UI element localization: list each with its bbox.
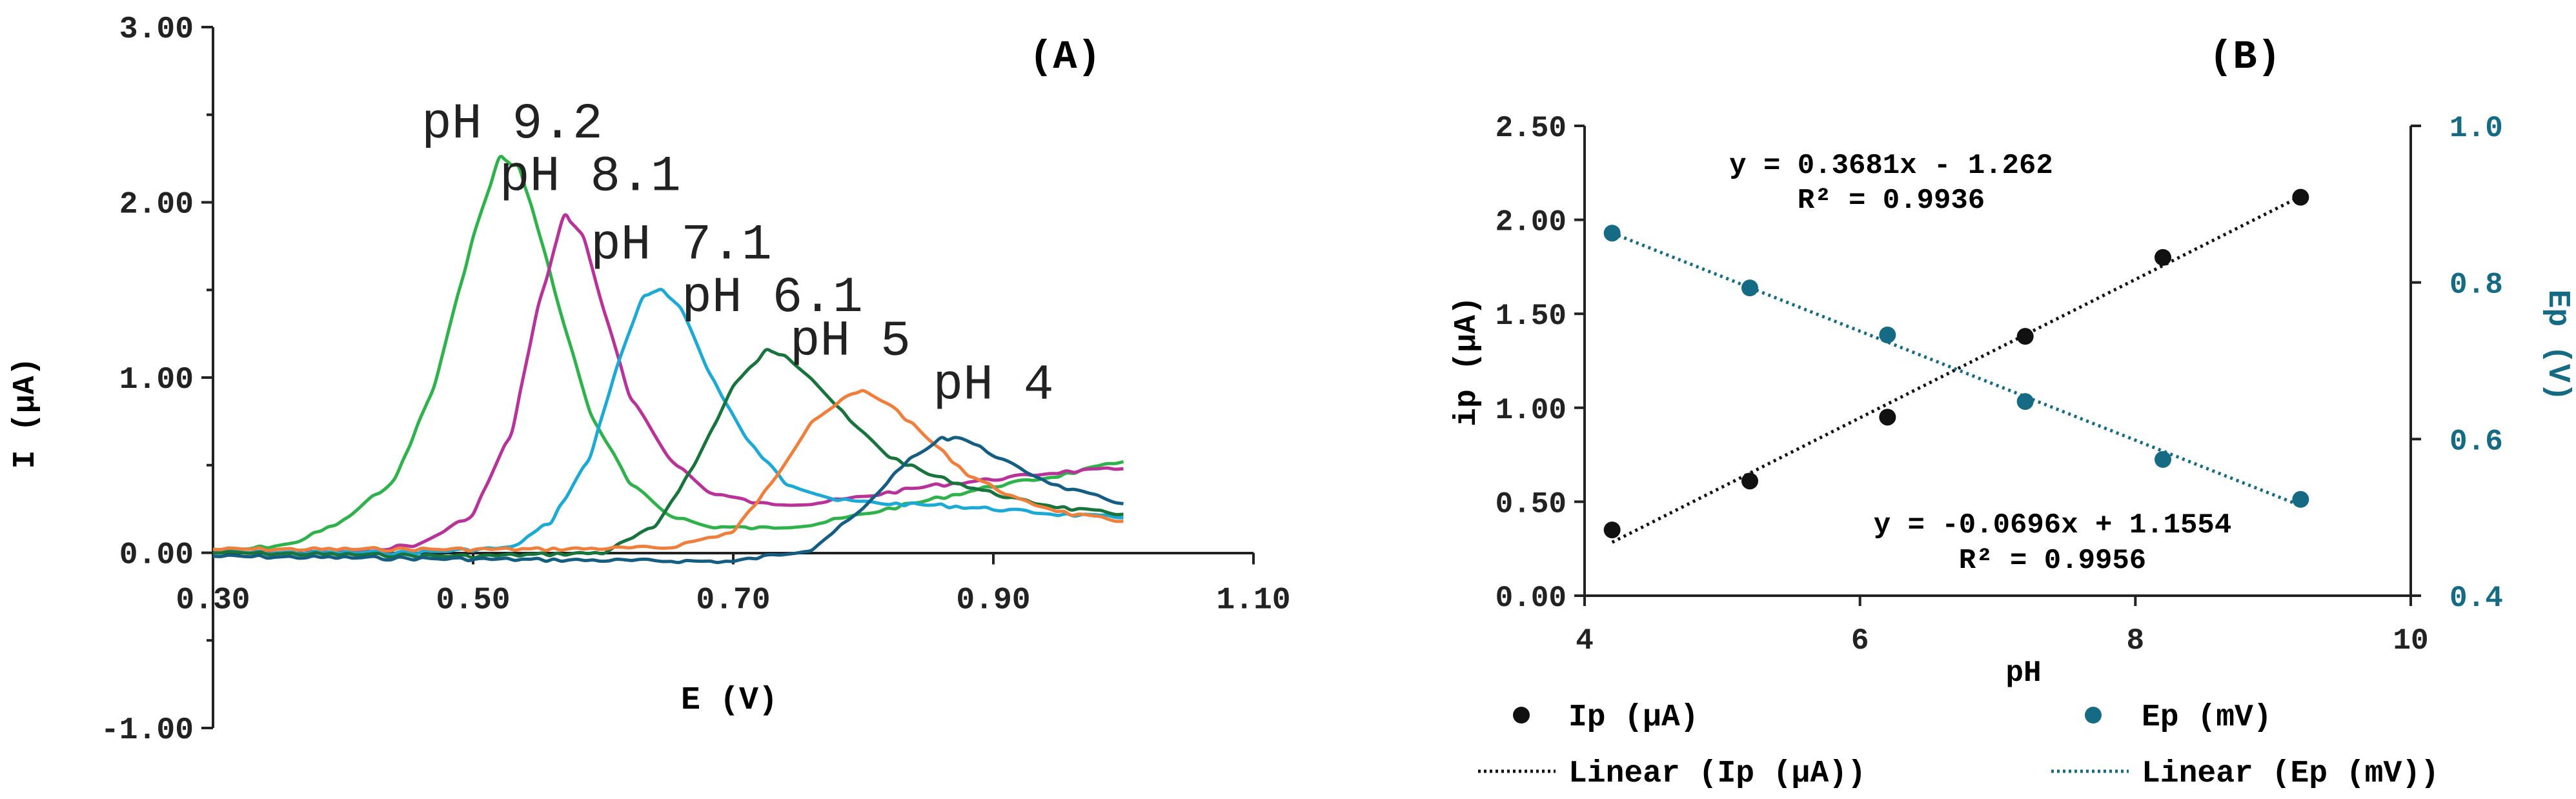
panel-b-equation-ip: y = 0.3681x - 1.262 R² = 0.9936: [1729, 150, 2053, 217]
panel-a-y-tick-label: 3.00: [119, 12, 194, 47]
panel-b-left-y-tick-label: 0.50: [1496, 487, 1567, 521]
panel-b-left-y-tick-label: 2.50: [1496, 112, 1567, 145]
equation-ep-line2: R² = 0.9956: [1959, 545, 2146, 577]
panel-b-x-tick-label: 8: [2127, 624, 2145, 658]
legend-ip-marker: [1513, 707, 1530, 723]
panel-b-x-axis-title: pH: [2005, 656, 2041, 690]
panel-b-x-tick-label: 4: [1576, 624, 1594, 658]
series-line-ph-4: [212, 436, 1124, 565]
panel-b-right-y-tick-label: 0.6: [2449, 425, 2503, 458]
ep-point: [2155, 450, 2171, 468]
legend-item-linear-ep: Linear (Ep (mV)): [2051, 756, 2439, 791]
equation-ip-line2: R² = 0.9936: [1798, 185, 1985, 217]
ep-point: [1741, 279, 1758, 297]
panel-a-x-ticks: 0.30 0.50 0.70 0.90 1.10: [176, 552, 1291, 618]
legend-linear-ep-label: Linear (Ep (mV)): [2142, 756, 2439, 791]
panel-b-trendlines: [1611, 195, 2302, 544]
panel-a-label: (A): [1029, 34, 1101, 80]
legend-linear-ip-label: Linear (Ip (µA)): [1568, 756, 1866, 791]
legend-item-ip: Ip (µA): [1513, 700, 1699, 735]
panel-a-y-tick-label: -1.00: [101, 713, 194, 748]
legend-ip-label: Ip (µA): [1568, 700, 1699, 735]
panel-b-points: [1603, 188, 2309, 539]
annotation-ph-5: pH 5: [790, 314, 911, 370]
legend-ep-marker: [2085, 707, 2102, 723]
panel-b-chart: (B) 4 6 8 10 0.000.501.001.502.002.50 0.40.…: [1450, 34, 2575, 791]
panel-b-right-y-tick-label: 1.0: [2449, 112, 2503, 145]
legend-item-ep: Ep (mV): [2085, 700, 2272, 735]
equation-ep-line1: y = -0.0696x + 1.1554: [1874, 509, 2232, 541]
series-line-ph-5: [212, 389, 1124, 553]
panel-a-y-tick-label: 0.00: [119, 538, 194, 573]
ip-point: [1879, 409, 1896, 426]
panel-b-legend: Ip (µA) Ep (mV) Linear (Ip (µA)) Linear …: [1478, 700, 2439, 791]
panel-a-y-ticks: -1.00 0.00 1.00 2.00 3.00: [101, 12, 213, 748]
panel-a-annotations: pH 9.2pH 8.1 pH 7.1pH 6.1pH 5 pH 4: [421, 96, 1054, 414]
panel-a-y-axis-title: I (µA): [8, 358, 43, 469]
panel-b-left-y-tick-label: 1.50: [1496, 299, 1567, 333]
ep-point: [1603, 225, 1621, 242]
ip-point: [2016, 328, 2034, 345]
annotation-ph-6-1: pH 6.1: [682, 270, 863, 327]
annotation-ph-7-1: pH 7.1: [591, 217, 772, 274]
series-line-ph-6-1: [212, 348, 1124, 560]
series-line-ph-9-2: [212, 154, 1124, 554]
panel-a-series: [212, 154, 1124, 565]
panel-b-left-y-tick-label: 2.00: [1496, 206, 1567, 239]
ip-point: [2292, 188, 2309, 206]
panel-b-x-tick-label: 6: [1851, 624, 1869, 658]
panel-b-right-y-tick-label: 0.4: [2449, 582, 2503, 615]
panel-a-x-tick-label: 0.70: [696, 583, 770, 618]
panel-b-right-y-tick-label: 0.8: [2449, 268, 2503, 302]
ip-point: [1603, 521, 1621, 539]
panel-a-chart: (A) 0.30 0.50 0.70 0.90 1.10 -1.00 0.00 1.00 2.…: [8, 12, 1291, 748]
annotation-ph-8-1: pH 8.1: [500, 148, 681, 205]
panel-b-right-y-ticks: 0.4 0.6 0.8 1.0: [2411, 112, 2503, 615]
panel-a-x-tick-label: 0.30: [176, 583, 250, 618]
panel-b-left-y-ticks: 0.00 0.50 1.00 1.50 2.00 2.50: [1496, 112, 1585, 615]
ep-point: [2016, 393, 2034, 410]
panel-b-equation-ep: y = -0.0696x + 1.1554 R² = 0.9956: [1874, 509, 2232, 577]
legend-ep-label: Ep (mV): [2142, 700, 2272, 735]
panel-a-y-tick-label: 1.00: [119, 363, 194, 398]
panel-a-x-tick-label: 0.90: [956, 583, 1030, 618]
panel-a-x-axis-title: E (V): [681, 682, 778, 719]
annotation-ph-9-2: pH 9.2: [421, 96, 603, 153]
annotation-ph-4: pH 4: [933, 358, 1053, 414]
trendline-ep: [1611, 231, 2302, 507]
ip-point: [2155, 248, 2171, 266]
panel-a-x-tick-label: 1.10: [1216, 583, 1290, 618]
panel-b-right-y-axis-title: Ep (V): [2540, 290, 2575, 401]
panel-b-left-y-axis-title: ip (µA): [1450, 296, 1485, 427]
panel-a-x-tick-label: 0.50: [436, 583, 510, 618]
ep-point: [1879, 326, 1896, 343]
panel-b-label: (B): [2209, 34, 2281, 80]
ip-point: [1741, 472, 1758, 490]
equation-ip-line1: y = 0.3681x - 1.262: [1729, 150, 2053, 182]
panel-b-left-y-tick-label: 1.00: [1496, 394, 1567, 427]
panel-b-x-tick-label: 10: [2393, 624, 2428, 658]
panel-b-left-y-tick-label: 0.00: [1496, 582, 1567, 615]
legend-item-linear-ip: Linear (Ip (µA)): [1478, 756, 1866, 791]
ep-point: [2292, 491, 2309, 508]
panel-a-y-tick-label: 2.00: [119, 188, 194, 223]
series-line-ph-7-1: [212, 287, 1124, 556]
panel-b-x-ticks: 4 6 8 10: [1576, 596, 2429, 658]
